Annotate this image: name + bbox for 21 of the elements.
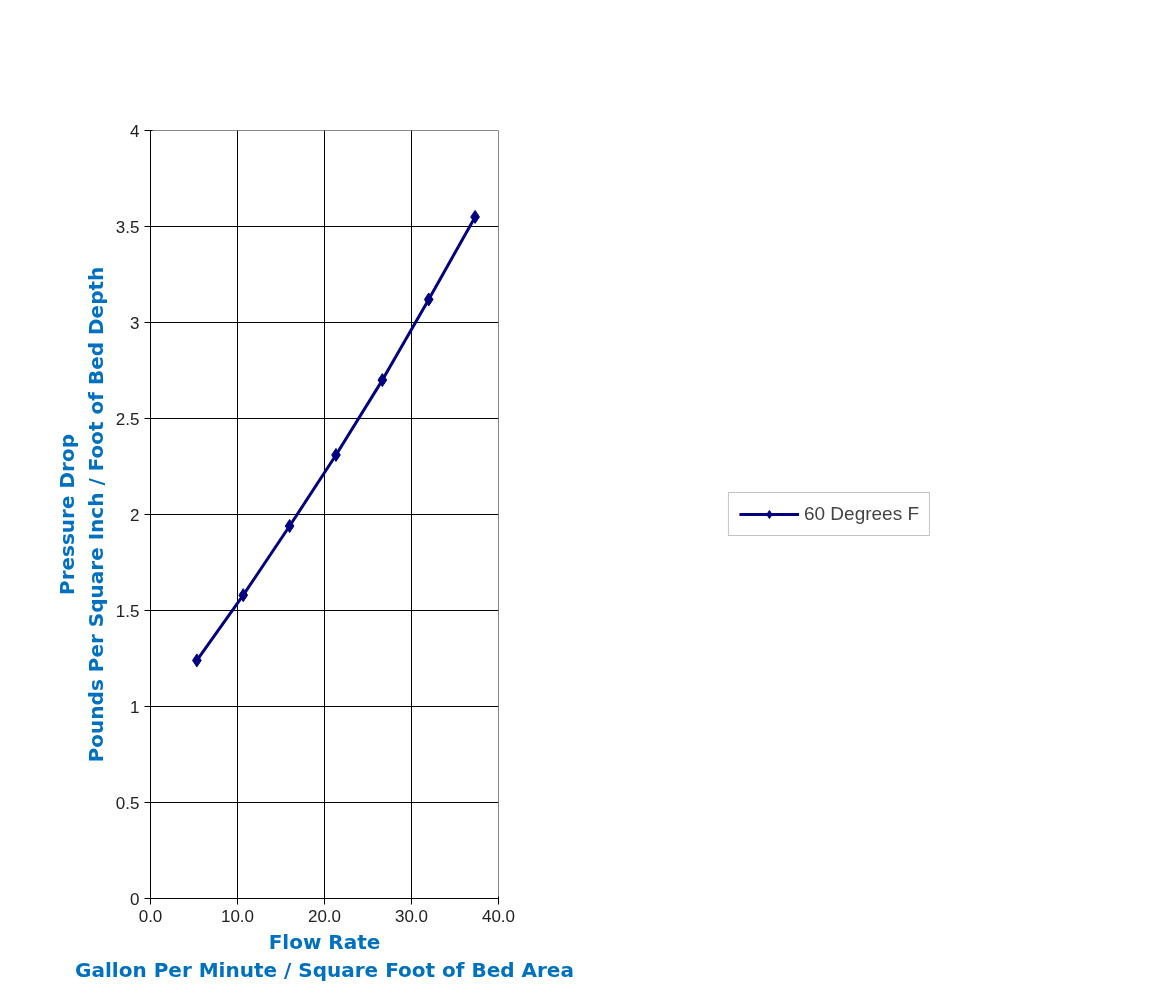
x-tick-label: 20.0 [307, 906, 342, 926]
y-tick-label: 1.5 [115, 601, 140, 621]
point [377, 373, 388, 388]
y-axis-title: Pressure Drop Pounds Per Square Inch / Foot of Bed Depth [55, 266, 108, 763]
y-tick-label: 1 [130, 697, 140, 717]
point [423, 292, 434, 307]
y-tick-label: 2 [130, 505, 140, 525]
point [238, 588, 249, 603]
y-tick-label: 4 [130, 121, 140, 141]
legend-label: 60 Degrees F [803, 503, 920, 525]
y-tick-label: 0 [130, 889, 140, 909]
x-tick-label: 10.0 [220, 906, 255, 926]
y-tick-label: 0.5 [115, 793, 140, 813]
y-tick-label: 3.5 [115, 217, 140, 237]
x-tick-label: 0.0 [138, 906, 163, 926]
y-tick-label: 3 [130, 313, 140, 333]
x-tick-label: 30.0 [394, 906, 429, 926]
y-tick-label: 2.5 [115, 409, 140, 429]
x-tick-label: 40.0 [481, 906, 516, 926]
point [284, 519, 295, 534]
x-axis-title: Flow Rate Gallon Per Minute / Square Foot of Bed Area [75, 929, 574, 983]
